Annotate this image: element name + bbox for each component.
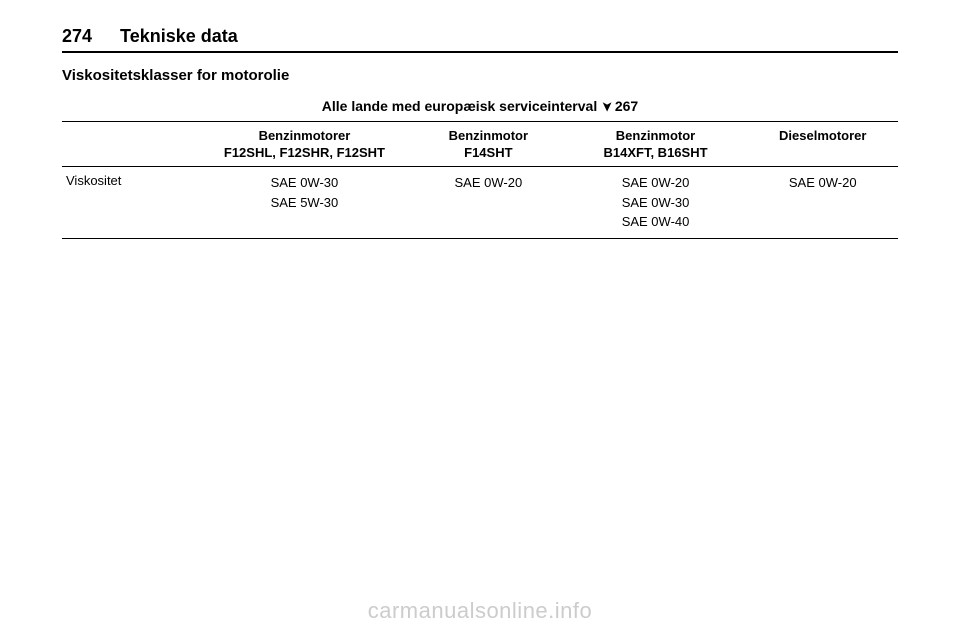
cell-1: SAE 0W-30 SAE 5W-30 [196,167,413,239]
table-header-row: Benzinmotorer F12SHL, F12SHR, F12SHT Ben… [62,122,898,167]
cell-2: SAE 0W-20 [413,167,563,239]
table-row: Viskositet SAE 0W-30 SAE 5W-30 SAE 0W-20… [62,167,898,239]
table-caption: Alle lande med europæisk serviceinterval… [62,98,898,115]
page-header: 274 Tekniske data [62,26,898,53]
header-col-4-top: Dieselmotorer [751,128,894,143]
section-title: Viskositetsklasser for motorolie [62,67,898,84]
cell-4: SAE 0W-20 [747,167,898,239]
header-col-2-sub: F14SHT [417,145,559,160]
page-ref-icon: ➤ [598,101,615,113]
spec-table: Benzinmotorer F12SHL, F12SHR, F12SHT Ben… [62,121,898,239]
header-col-3-top: Benzinmotor [568,128,744,143]
cell-1-line-1: SAE 0W-30 [200,173,409,193]
cell-4-line-1: SAE 0W-20 [751,173,894,193]
header-col-1: Benzinmotorer F12SHL, F12SHR, F12SHT [196,122,413,167]
header-col-1-sub: F12SHL, F12SHR, F12SHT [200,145,409,160]
cell-3-line-3: SAE 0W-40 [568,212,744,232]
cell-3-line-2: SAE 0W-30 [568,193,744,213]
header-col-3: Benzinmotor B14XFT, B16SHT [564,122,748,167]
row-label: Viskositet [62,167,196,239]
page-number: 274 [62,26,92,47]
page-title: Tekniske data [120,26,238,47]
header-col-3-sub: B14XFT, B16SHT [568,145,744,160]
cell-1-line-2: SAE 5W-30 [200,193,409,213]
header-empty [62,122,196,167]
caption-ref: 267 [615,98,638,114]
cell-3-line-1: SAE 0W-20 [568,173,744,193]
watermark: carmanualsonline.info [0,598,960,624]
header-col-4: Dieselmotorer [747,122,898,167]
cell-3: SAE 0W-20 SAE 0W-30 SAE 0W-40 [564,167,748,239]
header-col-1-top: Benzinmotorer [200,128,409,143]
header-col-2: Benzinmotor F14SHT [413,122,563,167]
caption-text: Alle lande med europæisk serviceinterval [322,98,597,114]
cell-2-line-1: SAE 0W-20 [417,173,559,193]
header-col-2-top: Benzinmotor [417,128,559,143]
